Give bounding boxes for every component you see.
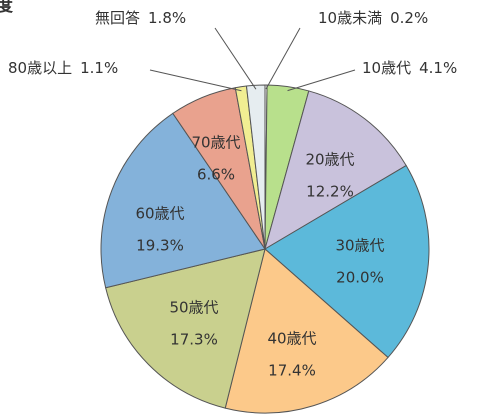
category-label: 20歳代 [305,151,354,169]
value-label: 17.3% [170,331,218,349]
pie-slice [264,90,407,251]
pie-slice [224,248,389,414]
category-label: 80歳以上 [8,59,72,77]
value-label: 1.8% [148,9,186,27]
leader-line [265,27,301,90]
slice-label: 80歳以上 1.1% [8,59,118,77]
category-label: 10歳未満 [318,9,382,27]
pie-slice [100,112,266,289]
leader-line [287,69,356,92]
slice-label: 10歳未満 0.2% [318,9,428,27]
value-label: 4.1% [419,59,457,77]
slice-label: 10歳代 4.1% [362,59,457,77]
category-label: 50歳代 [169,299,218,317]
slice-label: 無回答 1.8% [95,9,186,27]
chart-title: 度 [0,0,14,16]
leader-line [149,69,242,92]
value-label: 12.2% [306,183,354,201]
category-label: 40歳代 [267,330,316,348]
leader-line [214,27,257,90]
pie-slice [105,248,266,409]
value-label: 1.1% [80,59,118,77]
value-label: 20.0% [336,269,384,287]
category-label: 無回答 [95,9,140,27]
value-label: 17.4% [268,362,316,380]
pie-slice [245,84,266,250]
value-label: 6.6% [197,166,235,184]
category-label: 30歳代 [335,237,384,255]
pie-slice [264,164,430,359]
category-label: 10歳代 [362,59,411,77]
value-label: 0.2% [390,9,428,27]
category-label: 70歳代 [191,134,240,152]
category-label: 60歳代 [135,205,184,223]
value-label: 19.3% [136,237,184,255]
